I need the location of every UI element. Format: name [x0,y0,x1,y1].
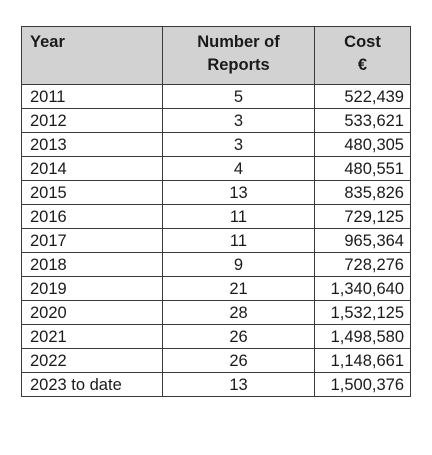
table-row: 2016 11 729,125 [21,204,411,229]
cell-reports: 3 [162,108,315,133]
header-reports-line2: Reports [207,56,270,74]
table-row: 2021 26 1,498,580 [21,324,411,349]
cell-cost: 533,621 [314,108,411,133]
cell-reports: 13 [162,180,315,205]
table-header: Year Number of Reports Cost € [21,26,411,85]
cell-year: 2018 [21,252,163,277]
table-row: 2012 3 533,621 [21,108,411,133]
cell-reports: 21 [162,276,315,301]
cell-cost: 728,276 [314,252,411,277]
cell-cost: 1,532,125 [314,300,411,325]
cell-cost: 965,364 [314,228,411,253]
table-row: 2015 13 835,826 [21,180,411,205]
cell-reports: 13 [162,372,315,397]
cell-cost: 1,500,376 [314,372,411,397]
cell-year: 2013 [21,132,163,157]
cell-reports: 11 [162,204,315,229]
table-row: 2023 to date 13 1,500,376 [21,372,411,397]
cell-year: 2014 [21,156,163,181]
cell-cost: 1,148,661 [314,348,411,373]
cell-year: 2012 [21,108,163,133]
table-row: 2018 9 728,276 [21,252,411,277]
cell-year: 2020 [21,300,163,325]
cell-cost: 1,340,640 [314,276,411,301]
header-row: Year Number of Reports Cost € [21,26,411,85]
table-row: 2019 21 1,340,640 [21,276,411,301]
cell-reports: 28 [162,300,315,325]
table-row: 2017 11 965,364 [21,228,411,253]
header-reports: Number of Reports [162,26,315,85]
table-row: 2022 26 1,148,661 [21,348,411,373]
cell-reports: 26 [162,348,315,373]
header-year: Year [21,26,163,85]
cell-year: 2011 [21,84,163,109]
cell-year: 2019 [21,276,163,301]
reports-cost-table-wrapper: Year Number of Reports Cost € 2011 5 522,439… [21,26,411,397]
cell-year: 2023 to date [21,372,163,397]
reports-cost-table: Year Number of Reports Cost € 2011 5 522,439… [21,26,411,397]
cell-reports: 3 [162,132,315,157]
cell-cost: 729,125 [314,204,411,229]
cell-year: 2015 [21,180,163,205]
cell-cost: 522,439 [314,84,411,109]
cell-reports: 4 [162,156,315,181]
header-cost-line1: Cost [344,33,381,51]
table-row: 2014 4 480,551 [21,156,411,181]
cell-cost: 835,826 [314,180,411,205]
cell-year: 2021 [21,324,163,349]
cell-cost: 480,305 [314,132,411,157]
cell-reports: 5 [162,84,315,109]
cell-year: 2017 [21,228,163,253]
cell-year: 2016 [21,204,163,229]
cell-year: 2022 [21,348,163,373]
cell-cost: 1,498,580 [314,324,411,349]
header-reports-line1: Number of [197,33,280,51]
cell-reports: 9 [162,252,315,277]
header-cost: Cost € [314,26,411,85]
table-row: 2020 28 1,532,125 [21,300,411,325]
cell-reports: 11 [162,228,315,253]
table-body: 2011 5 522,439 2012 3 533,621 2013 3 480,305 2… [21,84,411,397]
cell-reports: 26 [162,324,315,349]
table-row: 2013 3 480,305 [21,132,411,157]
header-year-label: Year [30,33,65,51]
cell-cost: 480,551 [314,156,411,181]
header-cost-line2: € [357,56,368,74]
table-row: 2011 5 522,439 [21,84,411,109]
